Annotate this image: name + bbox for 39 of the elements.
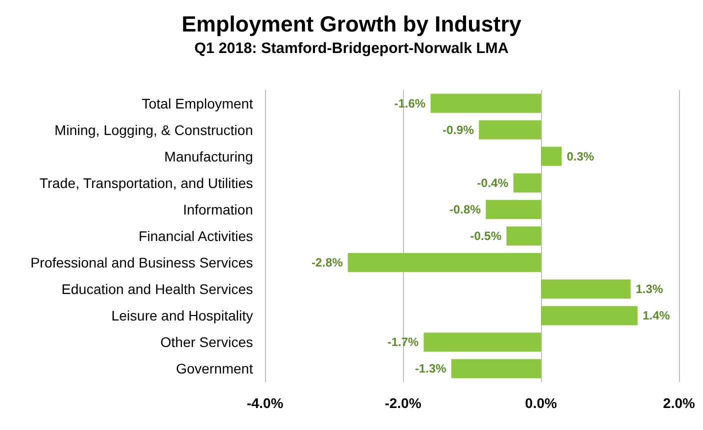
bar [541,306,638,326]
bar [541,146,562,166]
data-label: -0.9% [442,122,474,137]
x-tick-label: 2.0% [663,395,696,411]
y-tick-label: Government [176,360,254,377]
data-label: -1.3% [414,362,447,376]
data-label: -0.8% [449,202,482,216]
data-label: -0.5% [470,229,502,243]
bar [513,173,541,192]
bar [424,332,541,352]
bar [486,200,541,220]
y-tick-label: Mining, Logging, & Construction [54,122,253,138]
y-tick-label: Other Services [160,334,253,350]
y-tick-label: Trade, Transportation, and Utilities [40,174,253,191]
data-label: -1.6% [394,96,426,110]
y-tick-label: Professional and Business Services [30,254,253,271]
data-label: 1.4% [642,308,670,323]
chart-subtitle: Q1 2018: Stamford-Bridgeport-Norwalk LMA [194,40,509,57]
bar [451,359,541,378]
y-tick-label: Manufacturing [164,148,253,164]
bar [541,280,631,299]
bar [506,226,541,246]
y-tick-label: Financial Activities [138,228,253,244]
y-tick-label: Total Employment [142,95,254,112]
y-tick-label: Leisure and Hospitality [111,308,253,324]
data-label: -2.8% [311,256,344,270]
bar [348,252,541,272]
bar [430,94,541,113]
x-tick-label: 0.0% [525,395,558,411]
y-tick-label: Education and Health Services [62,281,253,298]
data-label: -1.7% [387,335,420,350]
x-tick-label: -4.0% [246,395,284,411]
data-label: -0.4% [477,176,509,190]
data-label: 1.3% [636,282,664,296]
y-tick-label: Information [182,201,253,218]
x-tick-label: -2.0% [384,395,422,411]
data-label: 0.3% [566,149,594,164]
chart-title: Employment Growth by Industry [182,12,522,36]
bar [478,120,541,140]
